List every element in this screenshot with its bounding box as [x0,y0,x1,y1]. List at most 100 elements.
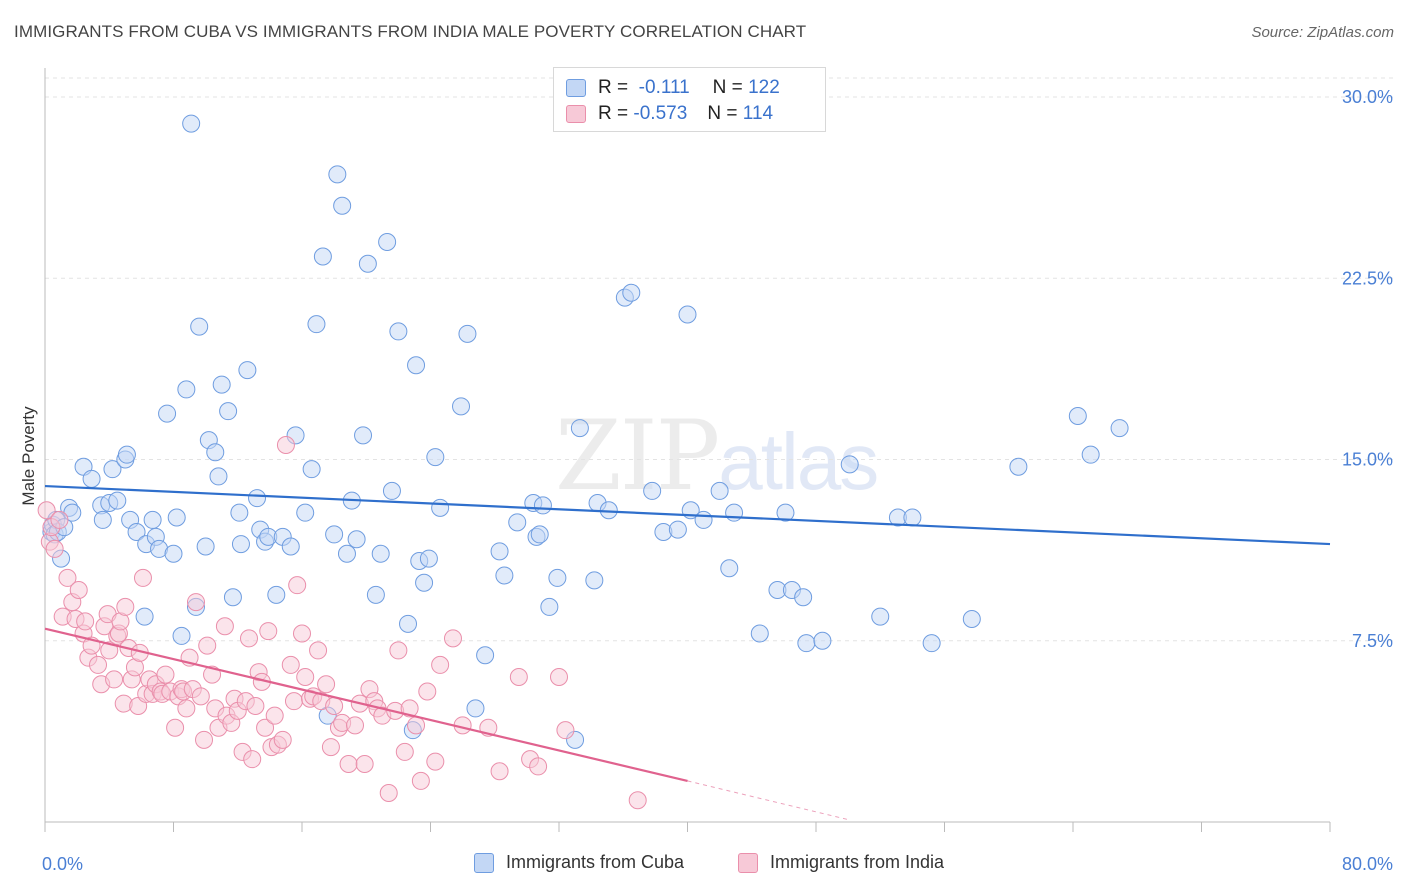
cuba-point [415,573,434,592]
cuba-point [127,523,146,541]
india-point [339,755,358,773]
cuba-point [182,114,201,133]
india-point [76,612,95,631]
cuba-point [143,510,162,529]
cuba-point [103,460,122,479]
india-point [309,641,328,660]
cuba-point [347,530,366,549]
india-point [198,636,217,655]
cuba-point [172,626,191,645]
cuba-point [325,525,344,544]
cuba-point [167,508,186,527]
india-point [628,791,647,810]
cuba-point [209,467,228,486]
india-point [293,624,311,643]
india-point [37,501,56,520]
cuba-point [419,549,438,568]
cuba-point [190,317,209,336]
india-point [490,762,509,781]
cuba-point [313,247,332,266]
cuba-point [490,542,509,561]
cuba-point [135,607,154,626]
x-tick-label: 80.0% [1342,854,1393,874]
cuba-point [476,646,495,665]
cuba-point [378,233,397,251]
cuba-point [750,624,769,643]
data-points [37,114,1129,810]
india-point [509,668,528,686]
india-point [325,697,344,715]
legend-swatch-cuba [474,852,494,873]
india-point [284,692,303,711]
cuba-point [164,544,183,563]
cuba-point [82,469,101,488]
india-point [389,641,408,660]
india-point [426,752,445,771]
cuba-point [871,607,890,626]
india-point [379,784,398,802]
cuba-point [962,610,981,628]
india-point [346,716,365,735]
cuba-point [281,537,300,556]
cuba-point [495,566,514,585]
cuba-point [93,510,112,529]
india-point [105,670,124,689]
legend-n-value-cuba: 122 [748,77,780,98]
axes [44,68,1331,832]
india-point [100,641,119,660]
correlation-legend: R = -0.111 N = 122 R = -0.573 N = 114 [553,67,826,132]
cuba-point [1110,419,1129,438]
cuba-point [231,535,250,554]
india-point [191,687,210,706]
india-point [166,718,185,737]
chart-title: IMMIGRANTS FROM CUBA VS IMMIGRANTS FROM … [14,22,807,41]
india-point [50,510,69,529]
cuba-point [903,508,922,527]
cuba-point [797,634,816,653]
india-point [186,593,205,612]
legend-r-value-cuba: -0.111 [638,77,690,98]
india-point [246,697,265,715]
cuba-point [694,510,713,529]
y-tick-label: 7.5% [1352,631,1393,651]
india-point [411,771,430,790]
india-point [273,730,292,749]
cuba-point [840,455,859,474]
cuba-point [337,544,356,563]
india-point [259,622,278,641]
cuba-point [585,571,604,590]
india-trend-line [44,627,688,782]
india-point [215,617,234,636]
india-point [395,742,414,761]
india-trend-line-extension [687,780,849,821]
legend-r-label: R = [598,103,629,124]
x-tick-label: 0.0% [42,854,83,874]
india-point [156,665,175,684]
cuba-point [570,419,589,438]
legend-item-cuba[interactable]: Immigrants from Cuba [474,852,684,873]
source-credit: Source: ZipAtlas.com [1251,24,1394,41]
india-point [407,716,426,735]
india-point [529,757,548,776]
india-point [296,668,315,686]
cuba-point [296,503,315,522]
cuba-point [248,489,267,508]
cuba-point [452,397,471,416]
legend-swatch-cuba [566,79,586,97]
india-point [265,706,284,725]
cuba-point [548,568,567,587]
legend-item-india[interactable]: Immigrants from India [738,852,944,873]
legend-label-cuba: Immigrants from Cuba [506,852,685,872]
india-point [443,629,462,648]
india-point [116,597,135,616]
cuba-point [533,496,552,515]
cuba-point [407,356,426,375]
cuba-point [354,426,373,445]
legend-r-label: R = [598,77,629,98]
legend-n-label: N = [707,103,738,124]
cuba-point [794,588,813,607]
india-point [418,682,437,701]
legend-r-value-india: -0.573 [633,103,688,124]
cuba-point [458,324,477,343]
